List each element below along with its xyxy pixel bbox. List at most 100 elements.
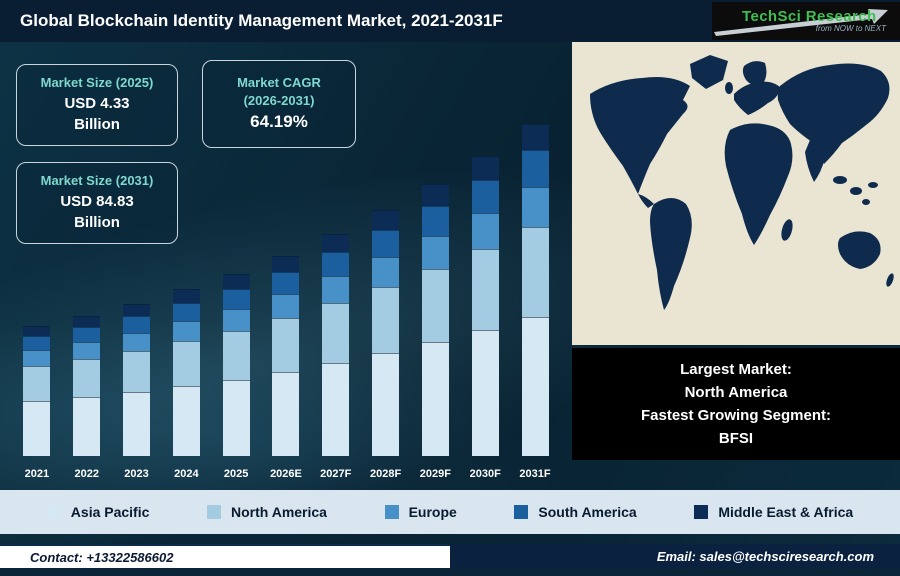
bar-segment (222, 331, 250, 380)
bar-segment (521, 317, 549, 456)
bar-segment (73, 342, 101, 359)
bar-segment (521, 124, 549, 150)
legend-item: South America (514, 504, 637, 520)
legend-label: Asia Pacific (70, 504, 150, 520)
bar-segment (272, 256, 300, 272)
legend-label: South America (538, 504, 637, 520)
bar-segment (73, 327, 101, 342)
x-axis-label: 2022 (74, 468, 99, 480)
world-map (572, 42, 900, 345)
bar-segment (23, 366, 51, 401)
chart-legend: Asia Pacific North America Europe South Ame… (0, 490, 900, 534)
bar-segment (172, 386, 200, 456)
bar-segment (521, 227, 549, 317)
bar-segment (372, 210, 400, 230)
bar-segment (222, 289, 250, 309)
bar-segment (23, 326, 51, 336)
legend-swatch (514, 505, 529, 519)
bar-segment (421, 342, 449, 456)
x-axis-label: 2029F (419, 468, 451, 480)
arrow-icon (714, 9, 888, 36)
bar-segment (521, 150, 549, 187)
legend-item: Europe (384, 504, 457, 520)
bar-segment (123, 351, 151, 392)
contact-info: Contact: +13322586602 (0, 544, 450, 568)
bar-2022 (73, 316, 101, 456)
bar-segment (421, 269, 449, 342)
bar-segment (272, 372, 300, 456)
stat-title: Market CAGR (237, 74, 321, 90)
bar-2031F (521, 124, 549, 456)
largest-market-value: North America (684, 383, 788, 401)
bar-2028F (372, 210, 400, 456)
bar-segment (172, 321, 200, 341)
bar-segment (471, 180, 499, 213)
bar-segment (172, 341, 200, 386)
bar-segment (372, 257, 400, 287)
bar-2030F (471, 156, 499, 456)
bar-segment (322, 276, 350, 303)
legend-label: Europe (408, 504, 457, 520)
bar-segment (73, 397, 101, 456)
bar-segment (222, 309, 250, 331)
legend-swatch (207, 505, 222, 519)
bar-segment (272, 318, 300, 372)
bar-segment (73, 359, 101, 397)
stat-title: (2026-2031) (243, 92, 315, 108)
bar-segment (421, 236, 449, 269)
bar-2021 (23, 326, 51, 456)
legend-swatch (384, 505, 399, 519)
fastest-segment-value: BFSI (718, 430, 754, 448)
x-axis-label: 2026E (270, 468, 302, 480)
stat-title: Market Size (2031) (40, 173, 154, 189)
bar-segment (172, 303, 200, 321)
bar-segment (73, 316, 101, 327)
fastest-segment-label: Fastest Growing Segment: (640, 407, 832, 424)
x-axis-labels: 2021 2022 2023 2024 2025 2026E 2027F 2028F 2029F… (12, 468, 560, 480)
bar-segment (23, 350, 51, 366)
x-axis-label: 2031F (519, 468, 551, 480)
x-axis-label: 2023 (124, 468, 149, 480)
x-axis-label: 2028F (369, 468, 402, 480)
footer-bar (0, 568, 900, 576)
bar-segment (222, 274, 250, 289)
x-axis-label: 2025 (223, 468, 249, 480)
chart-area: Market Size (2025) USD 4.33 Billion Mark… (0, 42, 572, 490)
bar-segment (272, 294, 300, 318)
techsci-logo: TechSci Research from NOW to NEXT (712, 2, 900, 40)
bar-segment (123, 316, 151, 333)
legend-label: North America (231, 504, 327, 520)
bar-2027F (322, 234, 350, 456)
x-axis-label: 2030F (469, 468, 501, 480)
bar-segment (322, 234, 350, 252)
bar-2029F (421, 184, 449, 456)
market-highlight-box: Largest Market: North America Fastest Gr… (572, 348, 900, 460)
stat-box-cagr: Market CAGR (2026-2031) 64.19% (202, 60, 356, 148)
world-map-svg (572, 42, 900, 345)
bar-2024 (172, 289, 200, 456)
bar-segment (322, 303, 350, 363)
bar-segment (123, 333, 151, 351)
bar-segment (222, 380, 250, 456)
bar-segment (521, 187, 549, 227)
stat-title: Market Size (2025) (40, 75, 154, 91)
stat-value: USD 84.83 (60, 192, 134, 210)
bar-segment (471, 156, 499, 180)
legend-swatch (694, 505, 709, 519)
stat-value: USD 4.33 (64, 94, 130, 112)
bar-segment (421, 206, 449, 236)
footer: Contact: +13322586602 Email: sales@techs… (0, 544, 900, 568)
bar-2026E (272, 256, 300, 456)
bar-segment (471, 330, 499, 456)
bar-chart (12, 104, 560, 456)
stat-unit: Billion (74, 214, 120, 232)
legend-item: Asia Pacific (46, 504, 150, 520)
header-bar: Global Blockchain Identity Management Ma… (0, 0, 900, 42)
legend-label: Middle East & Africa (718, 504, 854, 520)
x-axis-label: 2021 (24, 468, 50, 480)
bar-segment (322, 363, 350, 456)
largest-market-label: Largest Market: (680, 360, 792, 378)
bar-segment (372, 287, 400, 353)
bar-segment (372, 353, 400, 456)
bar-2023 (123, 304, 151, 456)
